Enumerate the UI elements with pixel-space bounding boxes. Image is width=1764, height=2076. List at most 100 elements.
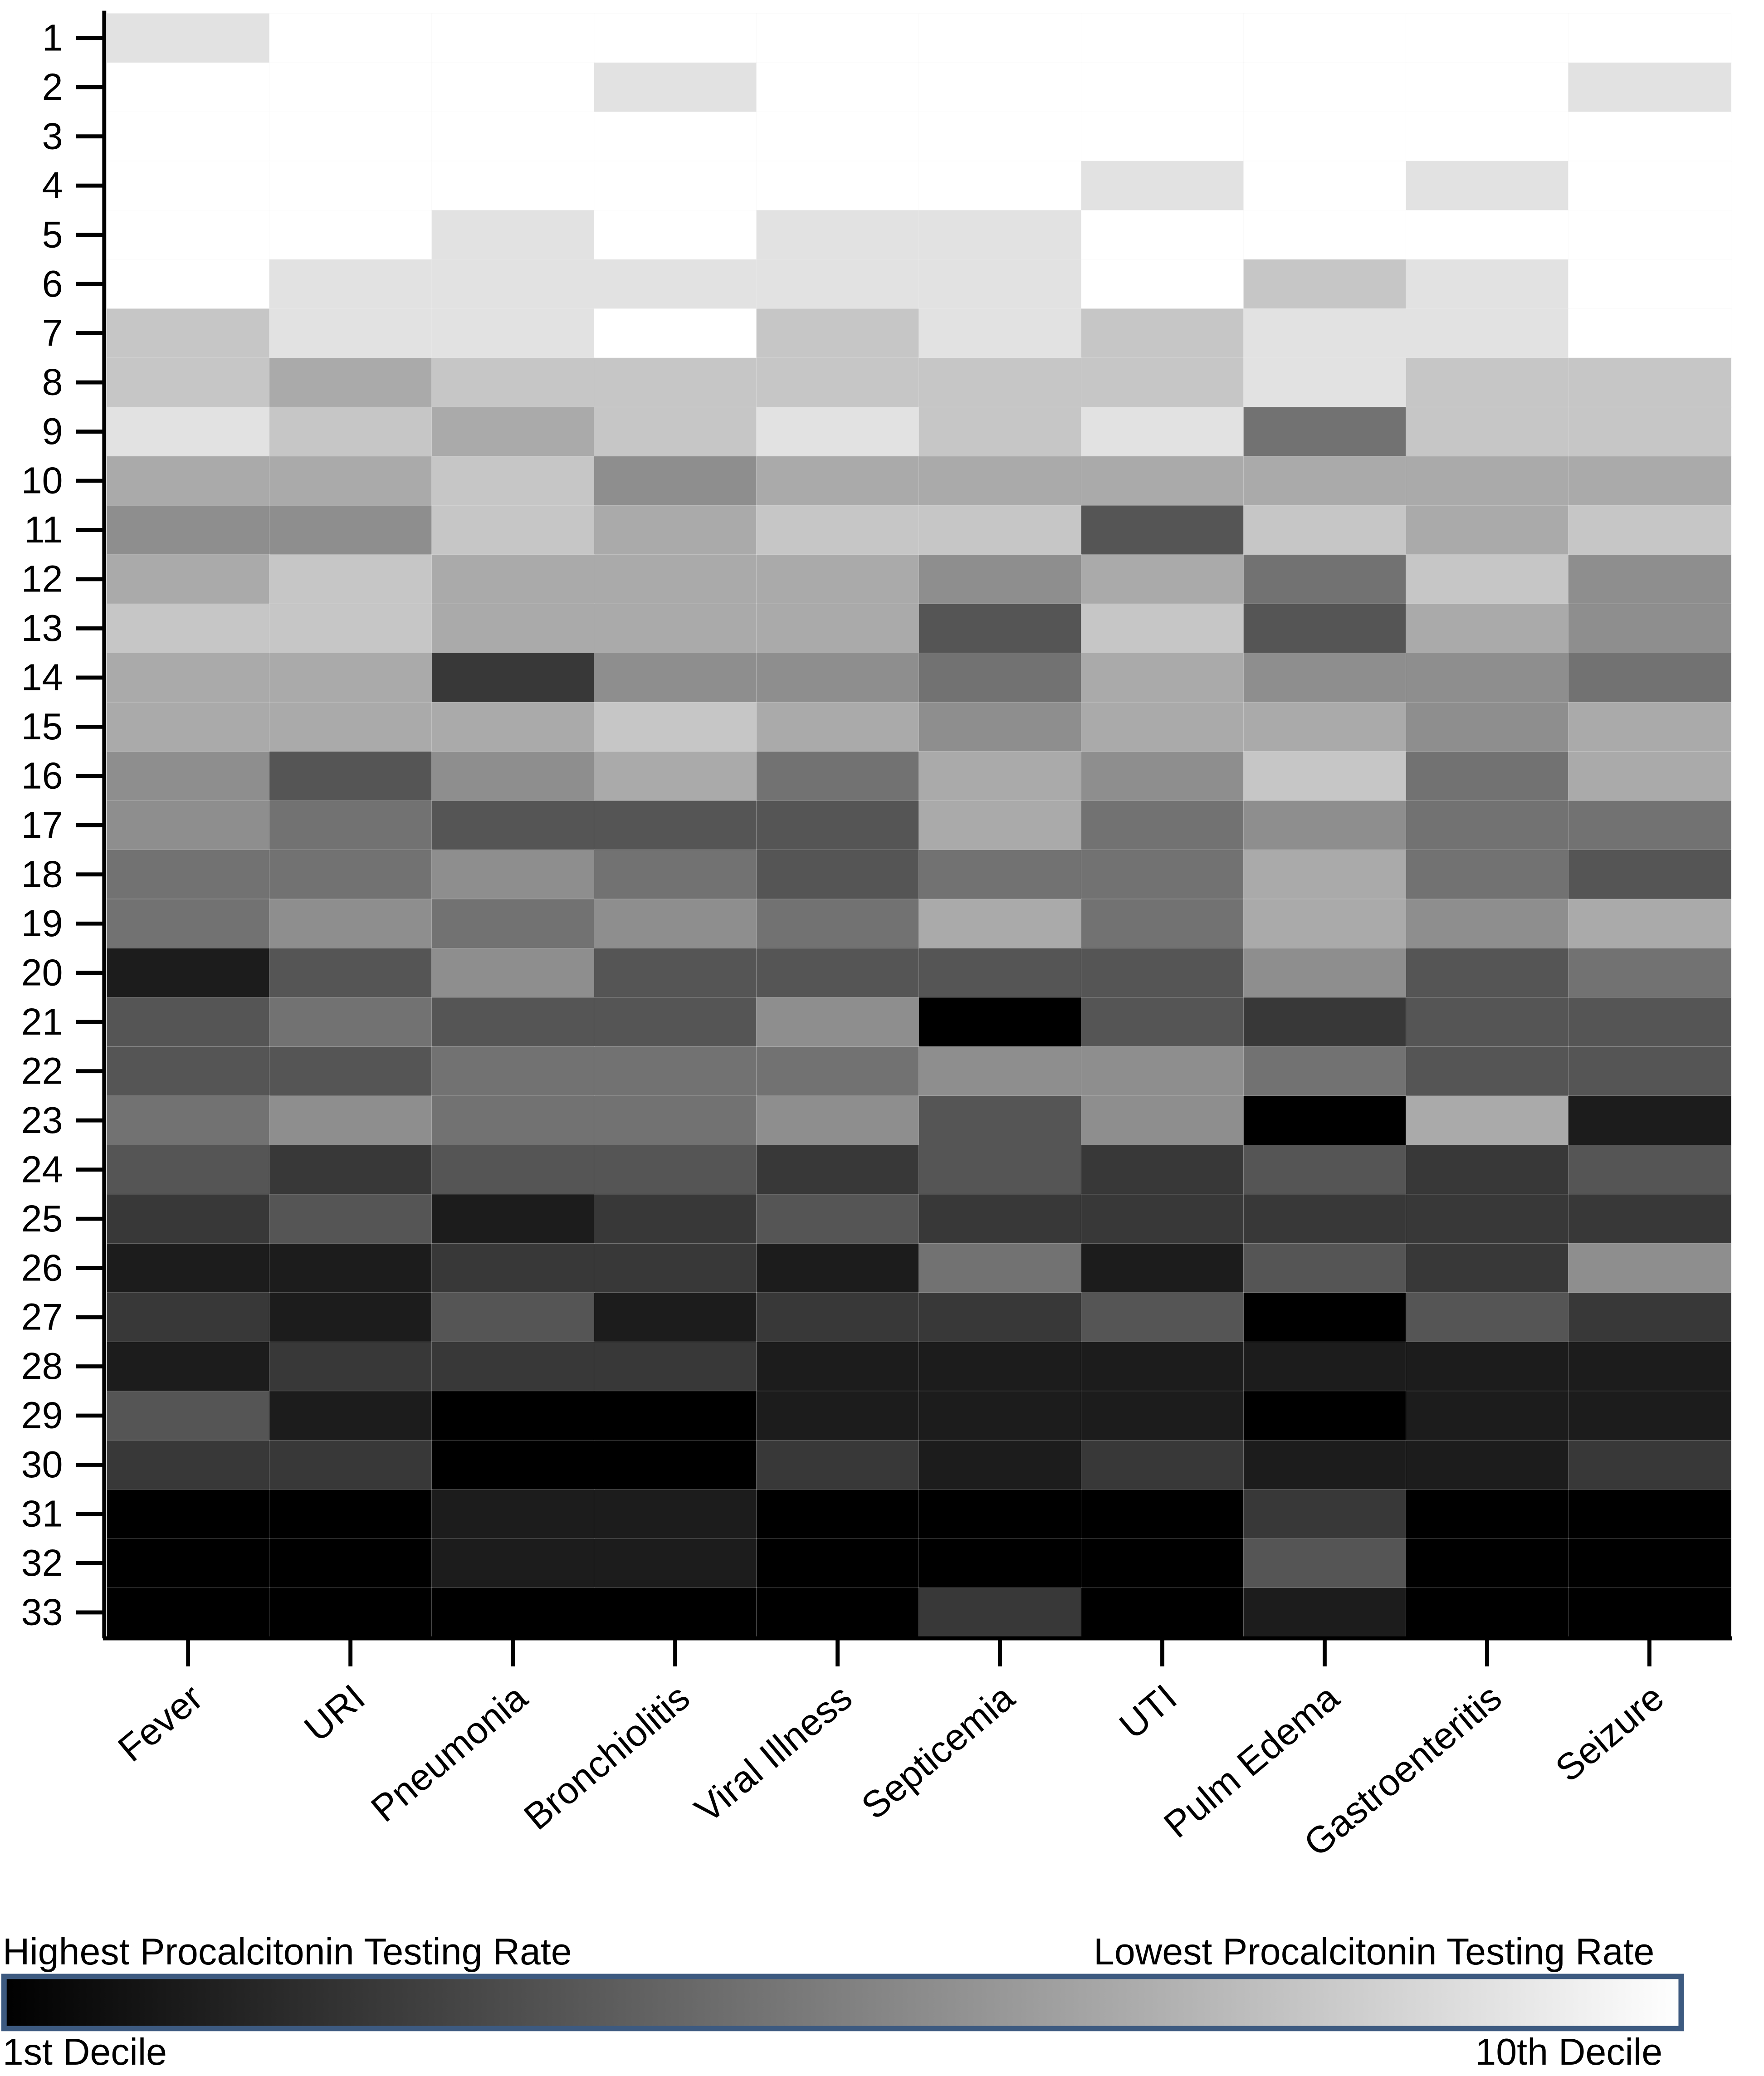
heat-cell: [1243, 997, 1407, 1048]
heat-cell: [1243, 948, 1407, 998]
heat-cell: [756, 210, 920, 260]
legend-left-label: 1st Decile: [3, 2031, 167, 2073]
heat-cell: [756, 161, 920, 211]
y-tick-label: 28: [21, 1345, 63, 1387]
heat-cell: [269, 62, 433, 113]
heat-cell: [756, 554, 920, 605]
x-tick-label: Bronchiolitis: [516, 1676, 698, 1838]
heat-cell: [431, 1046, 595, 1097]
heat-cell: [107, 1194, 270, 1245]
heat-cell: [269, 850, 433, 900]
heat-cell: [1405, 13, 1569, 64]
heat-cell: [594, 62, 757, 113]
heat-cell: [594, 948, 757, 998]
heat-cell: [1243, 161, 1407, 211]
heat-cell: [1243, 702, 1407, 752]
heat-cell: [1081, 702, 1245, 752]
y-tick-label: 11: [24, 509, 63, 551]
heat-cell: [1081, 1046, 1245, 1097]
heat-cell: [1568, 1144, 1732, 1195]
heat-cell: [594, 1144, 757, 1195]
heat-cell: [1405, 1341, 1569, 1392]
heat-cell: [431, 62, 595, 113]
heat-cell: [756, 259, 920, 310]
heat-cell: [1081, 406, 1245, 457]
heat-cell: [1081, 1341, 1245, 1392]
heat-cell: [269, 899, 433, 949]
heat-cell: [919, 702, 1082, 752]
heat-cell: [919, 111, 1082, 162]
heat-cell: [107, 161, 270, 211]
y-tick-label: 5: [42, 214, 63, 255]
heat-cell: [431, 505, 595, 556]
heat-cell: [1568, 1538, 1732, 1589]
heat-cell: [756, 1391, 920, 1441]
heat-cell: [1405, 702, 1569, 752]
heat-cell: [594, 308, 757, 359]
heat-cell: [1243, 1391, 1407, 1441]
heat-cell: [594, 1341, 757, 1392]
heat-cell: [756, 62, 920, 113]
heat-cell: [1081, 800, 1245, 851]
heat-cell: [1405, 1588, 1569, 1638]
heat-cell: [919, 1243, 1082, 1294]
heat-cell: [1081, 357, 1245, 408]
heat-cell: [919, 1588, 1082, 1638]
heat-cell: [107, 948, 270, 998]
heat-cell: [431, 653, 595, 703]
heat-cell: [1568, 111, 1732, 162]
y-tick-label: 12: [21, 558, 63, 600]
heat-cell: [1243, 1588, 1407, 1638]
heat-cell: [1243, 406, 1407, 457]
heat-cell: [919, 1538, 1082, 1589]
heat-cell: [269, 1144, 433, 1195]
heat-cell: [431, 161, 595, 211]
heat-cell: [1081, 1588, 1245, 1638]
heat-cell: [107, 653, 270, 703]
heat-cell: [594, 1489, 757, 1540]
heat-cell: [1081, 1391, 1245, 1441]
heat-cell: [1568, 259, 1732, 310]
heat-cell: [919, 210, 1082, 260]
heat-cell: [107, 308, 270, 359]
heat-cell: [919, 259, 1082, 310]
heat-cell: [919, 1194, 1082, 1245]
heat-cell: [1243, 899, 1407, 949]
x-tick-label: Septicemia: [854, 1676, 1022, 1827]
heat-cell: [1081, 899, 1245, 949]
heat-cell: [756, 456, 920, 507]
heat-cell: [269, 1588, 433, 1638]
x-tick-label: Fever: [110, 1676, 210, 1770]
heat-cell: [1081, 1440, 1245, 1490]
heat-cell: [1405, 1538, 1569, 1589]
heat-cell: [107, 1341, 270, 1392]
heat-cell: [594, 899, 757, 949]
y-tick-label: 26: [21, 1247, 63, 1289]
heat-cell: [919, 603, 1082, 654]
heat-cell: [431, 210, 595, 260]
y-tick-label: 8: [42, 361, 63, 403]
heat-cell: [919, 850, 1082, 900]
heat-cell: [431, 997, 595, 1048]
y-tick-label: 33: [21, 1592, 63, 1633]
heat-cell: [1243, 1489, 1407, 1540]
y-tick-label: 32: [21, 1542, 63, 1584]
heat-cell: [1568, 702, 1732, 752]
heat-cell: [1405, 259, 1569, 310]
legend-right-label: 10th Decile: [1475, 2031, 1662, 2073]
heat-cell: [1405, 357, 1569, 408]
heat-cell: [919, 751, 1082, 801]
heat-cell: [1243, 13, 1407, 64]
heat-cell: [1243, 308, 1407, 359]
heat-cell: [594, 1440, 757, 1490]
heat-cell: [269, 1341, 433, 1392]
heat-cell: [756, 850, 920, 900]
heat-cell: [919, 1341, 1082, 1392]
y-tick-label: 23: [21, 1099, 63, 1141]
heat-cell: [431, 751, 595, 801]
heat-cell: [1568, 357, 1732, 408]
heat-cell: [919, 899, 1082, 949]
heat-cell: [1405, 111, 1569, 162]
heat-cell: [1568, 1243, 1732, 1294]
